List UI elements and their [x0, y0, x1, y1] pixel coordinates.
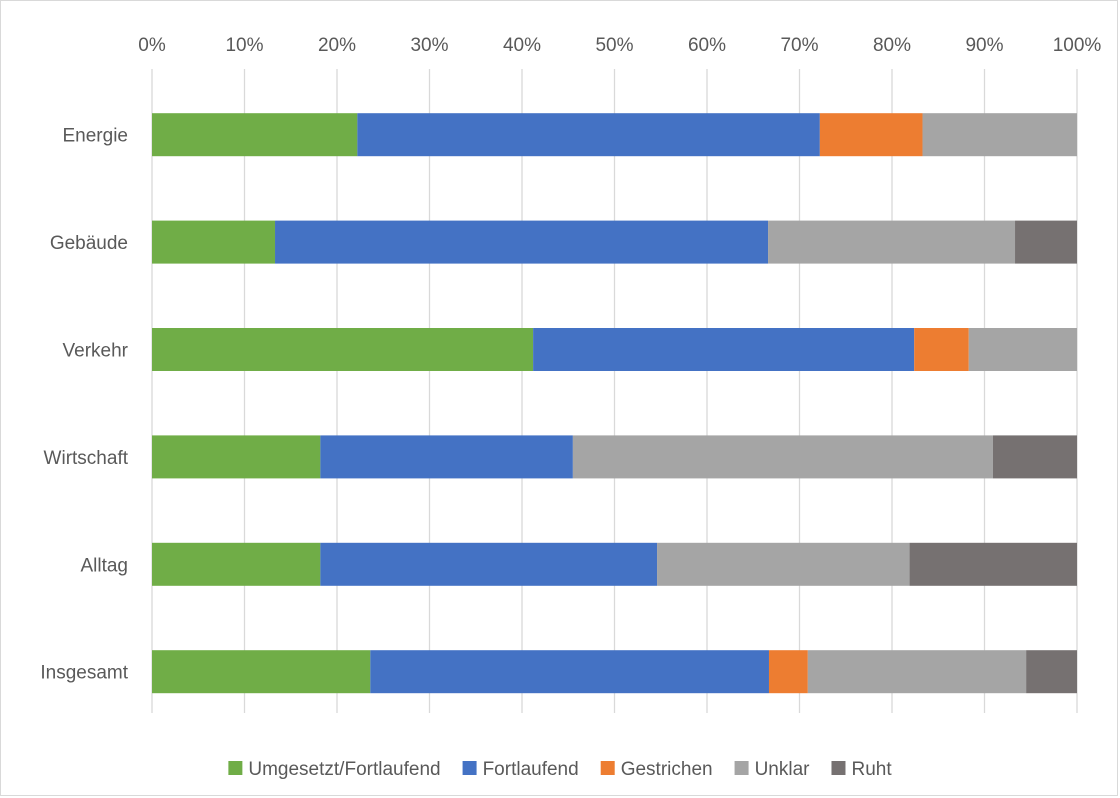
- legend-label: Ruht: [851, 759, 892, 780]
- bar-segment: [768, 650, 808, 694]
- x-tick-label: 70%: [780, 35, 818, 56]
- bar-segment: [152, 220, 276, 264]
- legend-swatch: [831, 761, 846, 775]
- x-tick-label: 20%: [318, 35, 356, 56]
- bar-segment: [807, 650, 1027, 694]
- bar-segment: [1015, 220, 1077, 264]
- bar-segment: [152, 113, 358, 157]
- bar-segment: [152, 435, 321, 479]
- bar-segment: [914, 328, 969, 371]
- bar-segment: [533, 328, 915, 371]
- legend-label: Umgesetzt/Fortlaufend: [248, 759, 440, 780]
- bar-segment: [819, 113, 923, 157]
- x-tick-label: 40%: [503, 35, 541, 56]
- category-label: Energie: [63, 126, 129, 147]
- bar-segment: [152, 328, 534, 371]
- bar-segment: [572, 435, 993, 479]
- bar-segment: [320, 435, 573, 479]
- bars: [152, 113, 1077, 694]
- category-labels: Energie Gebäude Verkehr Wirtschaft Alltag Ins…: [40, 126, 128, 684]
- bar-segment: [992, 435, 1077, 479]
- x-tick-label: 30%: [410, 35, 448, 56]
- x-axis-tick-labels: 0% 10% 20% 30% 40% 50% 60% 70% 80% 90% 100%: [138, 35, 1101, 56]
- category-label: Wirtschaft: [44, 448, 129, 469]
- legend-swatch: [600, 761, 615, 775]
- legend: Umgesetzt/Fortlaufend Fortlaufend Gestrich…: [228, 759, 892, 780]
- x-tick-label: 100%: [1053, 35, 1102, 56]
- bar-segment: [370, 650, 769, 694]
- category-label: Verkehr: [63, 341, 129, 362]
- bar-segment: [1026, 650, 1077, 694]
- legend-swatch: [228, 761, 243, 775]
- bar-segment: [768, 220, 1016, 264]
- legend-label: Unklar: [755, 759, 811, 780]
- bar-segment: [909, 542, 1077, 586]
- x-tick-label: 90%: [965, 35, 1003, 56]
- bar-segment: [152, 542, 321, 586]
- x-tick-label: 80%: [873, 35, 911, 56]
- bar-segment: [152, 650, 371, 694]
- legend-label: Gestrichen: [621, 759, 713, 780]
- legend-swatch: [734, 761, 749, 775]
- category-label: Gebäude: [50, 233, 128, 254]
- x-tick-label: 0%: [138, 35, 166, 56]
- legend-swatch: [462, 761, 477, 775]
- legend-label: Fortlaufend: [483, 759, 579, 780]
- x-tick-label: 50%: [595, 35, 633, 56]
- category-label: Alltag: [80, 555, 128, 576]
- bar-segment: [275, 220, 769, 264]
- category-label: Insgesamt: [40, 663, 128, 684]
- bar-segment: [922, 113, 1077, 157]
- bar-segment: [320, 542, 658, 586]
- bar-segment: [657, 542, 910, 586]
- x-tick-label: 10%: [225, 35, 263, 56]
- x-tick-label: 60%: [688, 35, 726, 56]
- bar-segment: [968, 328, 1077, 371]
- gridlines: [151, 69, 1078, 713]
- bar-segment: [357, 113, 820, 157]
